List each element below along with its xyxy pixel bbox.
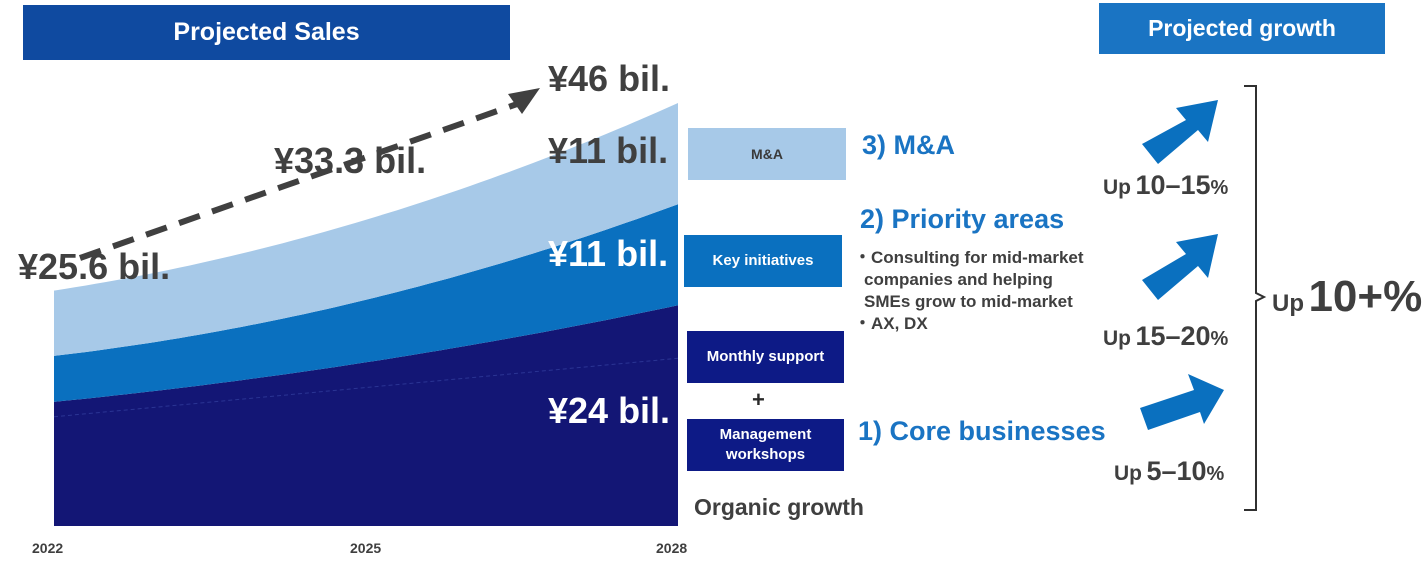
area-series-0 — [54, 305, 678, 526]
growth-rate-priority-pct: % — [1210, 328, 1229, 350]
growth-rate-core: Up 5–10% — [1114, 456, 1224, 487]
trend-dashed-line — [79, 100, 521, 261]
area-series-2 — [54, 103, 678, 356]
x-tick-2028: 2028 — [656, 540, 688, 556]
legend-box-ma-label: M&A — [751, 146, 783, 162]
legend-box-management-workshops: Management workshops — [687, 419, 844, 471]
priority-bullet-line-1: ・Consulting for mid-market — [854, 248, 1084, 267]
growth-rate-ma-num: 10–15 — [1135, 170, 1211, 200]
x-tick-2022: 2022 — [32, 540, 64, 556]
total-label-2022: ¥25.6 bil. — [18, 245, 171, 287]
growth-rate-ma-pct: % — [1210, 177, 1229, 199]
legend-box-monthly-support: Monthly support — [687, 331, 844, 383]
projected-sales-title: Projected Sales — [173, 18, 360, 46]
growth-rate-core-num: 5–10 — [1146, 456, 1207, 486]
growth-arrow-ma-icon — [1142, 100, 1218, 164]
total-label-2028: ¥46 bil. — [548, 58, 671, 99]
series-label-priority: ¥11 bil. — [548, 232, 669, 274]
legend-box-key-initiatives: Key initiatives — [684, 235, 842, 287]
growth-arrow-core-icon — [1140, 374, 1224, 430]
growth-rate-total: Up 10+% — [1272, 272, 1422, 322]
growth-rate-priority-num: 15–20 — [1135, 321, 1211, 351]
growth-rate-core-pct: % — [1206, 463, 1225, 485]
organic-growth-label: Organic growth — [694, 494, 864, 520]
legend-box-ma: M&A — [688, 128, 846, 180]
series-label-core: ¥24 bil. — [548, 389, 671, 431]
x-tick-2025: 2025 — [350, 540, 382, 556]
priority-bullet-line-2: companies and helping — [864, 270, 1053, 289]
legend-box-workshops-label: Management workshops — [719, 426, 812, 463]
growth-rate-ma-word: Up — [1103, 176, 1131, 199]
growth-rate-total-word: Up — [1272, 290, 1304, 317]
total-growth-bracket — [1244, 85, 1267, 511]
growth-rate-ma: Up 10–15% — [1103, 170, 1228, 201]
growth-rate-priority-word: Up — [1103, 327, 1131, 350]
legend-box-monthly-label: Monthly support — [706, 348, 825, 365]
total-label-2025: ¥33.3 bil. — [274, 139, 427, 181]
growth-rate-core-word: Up — [1114, 462, 1142, 485]
priority-bullet-line-3: SMEs grow to mid-market — [864, 292, 1073, 311]
heading-priority-areas: 2) Priority areas — [860, 204, 1065, 234]
area-series-1 — [54, 204, 678, 402]
priority-bullets: ・Consulting for mid-market companies and… — [854, 247, 1084, 335]
trend-arrow-head — [508, 88, 540, 114]
projected-growth-title: Projected growth — [1148, 15, 1336, 41]
projected-sales-banner: Projected Sales — [23, 5, 510, 60]
growth-rate-priority: Up 15–20% — [1103, 321, 1228, 352]
series-label-ma: ¥11 bil. — [548, 129, 669, 171]
growth-rate-total-num: 10+% — [1308, 272, 1423, 321]
priority-bullet-line-4: ・AX, DX — [854, 314, 928, 333]
legend-box-key-label: Key initiatives — [712, 252, 814, 269]
heading-ma: 3) M&A — [862, 130, 955, 160]
growth-arrow-priority-icon — [1142, 234, 1218, 300]
projected-growth-banner: Projected growth — [1099, 3, 1385, 54]
plus-sign: + — [752, 387, 765, 412]
heading-core-businesses: 1) Core businesses — [858, 416, 1106, 446]
